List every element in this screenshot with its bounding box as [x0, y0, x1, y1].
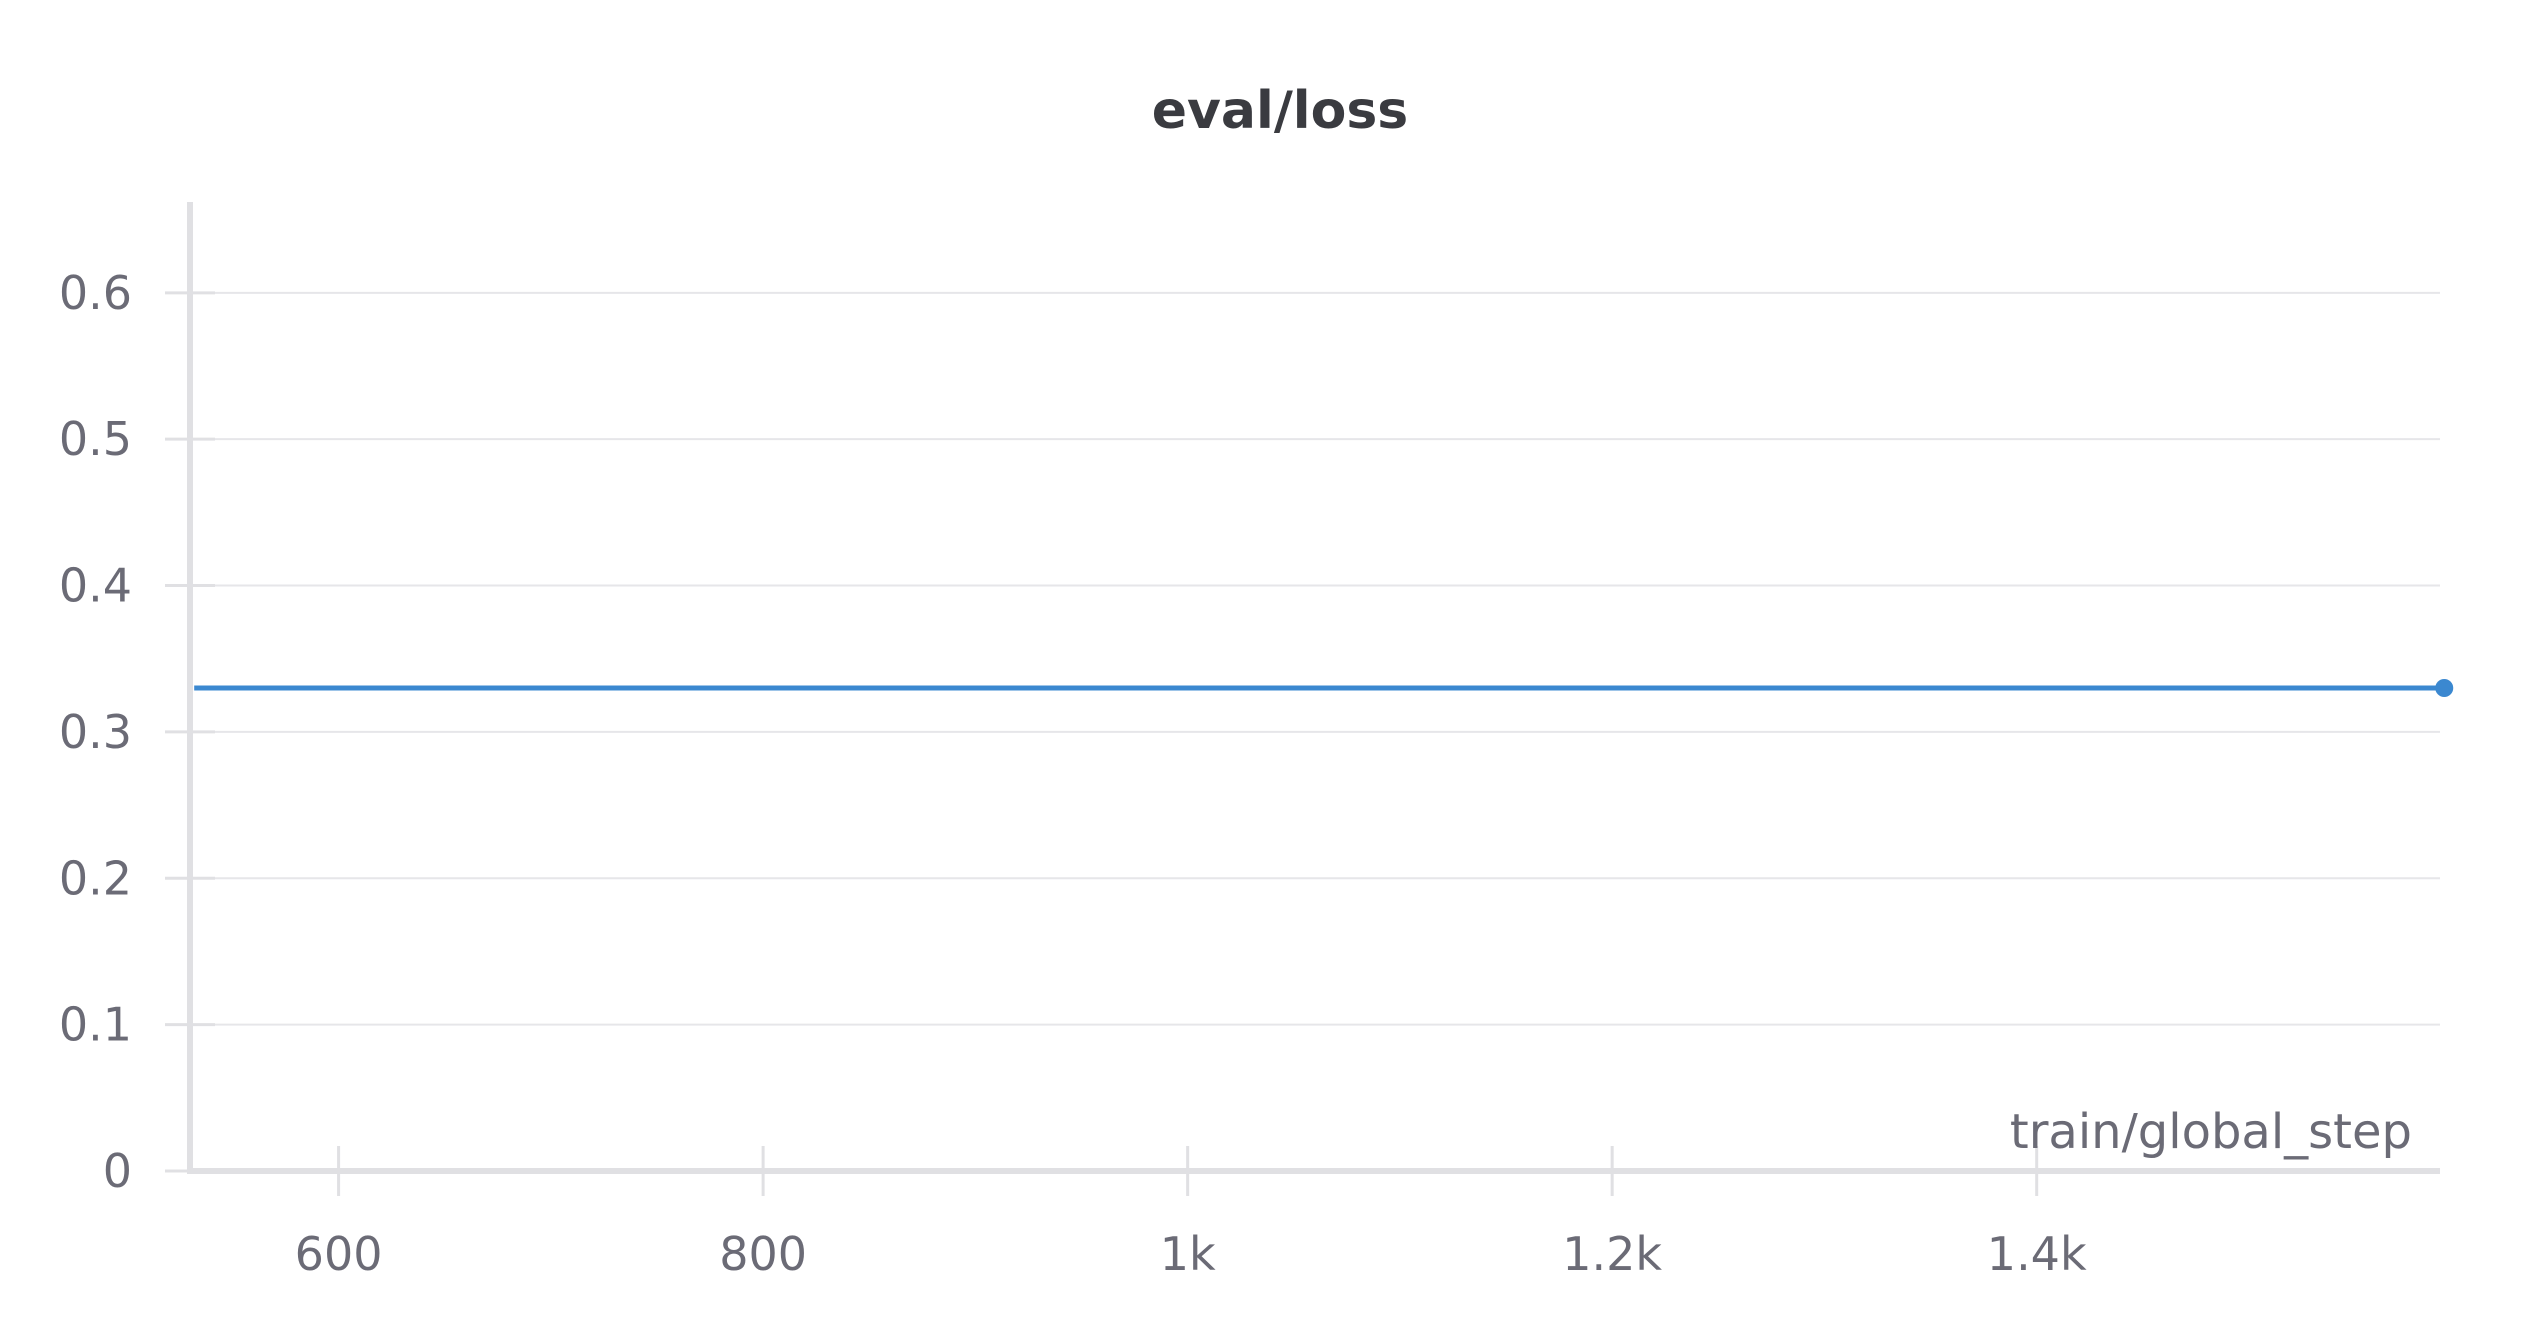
- y-tick-label: 0: [103, 1144, 132, 1198]
- x-tick-label: 800: [719, 1227, 807, 1281]
- x-tick-label: 600: [295, 1227, 383, 1281]
- series-end-point: [2435, 679, 2454, 697]
- x-axis-title: train/global_step: [2010, 1104, 2412, 1160]
- x-tick-label: 1.2k: [1562, 1227, 1662, 1281]
- y-tick-label: 0.3: [59, 705, 132, 759]
- x-tick-label: 1k: [1160, 1227, 1216, 1281]
- grid-layer: [215, 291, 2440, 1026]
- axis-layer: [165, 202, 2440, 1196]
- label-layer: 0 0.1 0.2 0.3 0.4 0.5 0.6 600 800 1k 1.2k 1.4k: [59, 266, 2087, 1281]
- y-tick-label: 0.1: [59, 998, 132, 1052]
- y-tick-label: 0.6: [59, 266, 132, 320]
- y-tick-label: 0.2: [59, 851, 132, 905]
- y-tick-label: 0.4: [59, 559, 132, 613]
- y-tick-label: 0.5: [59, 412, 132, 466]
- x-tick-label: 1.4k: [1987, 1227, 2087, 1281]
- chart-title: eval/loss: [1152, 81, 1409, 141]
- series-layer: [194, 679, 2454, 697]
